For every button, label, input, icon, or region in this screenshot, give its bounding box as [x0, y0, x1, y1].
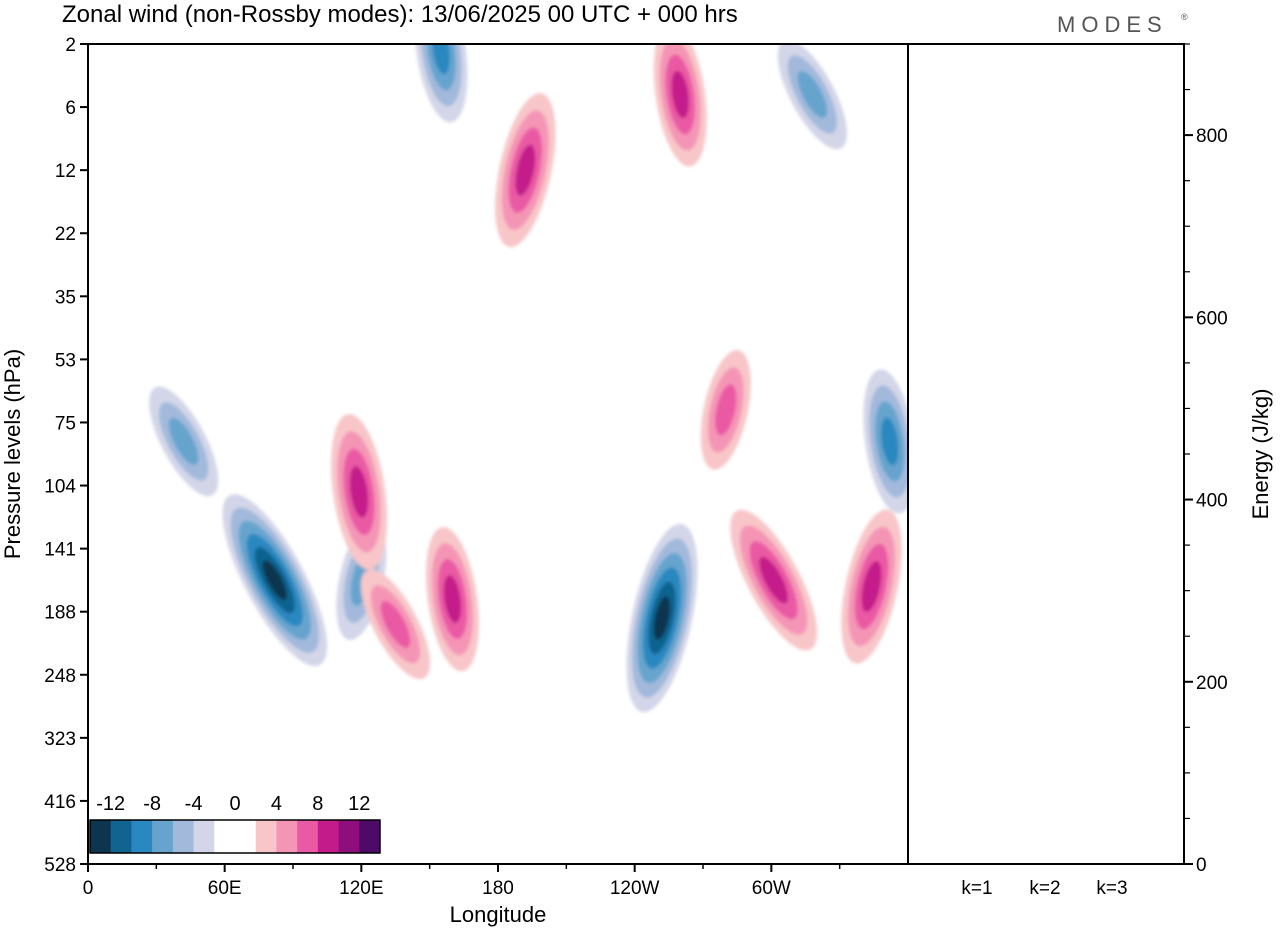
y-tick-label: 141 — [44, 540, 76, 561]
wind-feature-positive — [360, 569, 431, 680]
colorbar-swatch — [90, 820, 112, 853]
wind-feature-positive — [700, 350, 751, 470]
wind-feature-negative — [149, 386, 219, 497]
energy-tick-label: 600 — [1196, 308, 1228, 329]
energy-tick-label: 800 — [1196, 126, 1228, 147]
energy-tick-label: 0 — [1196, 855, 1207, 876]
wind-feature-positive — [730, 509, 818, 651]
y-tick-label: 12 — [55, 161, 76, 182]
energy-category-label: k=3 — [1096, 878, 1127, 899]
colorbar-swatch — [110, 820, 132, 853]
y-tick-label: 248 — [44, 666, 76, 687]
colorbar-swatch — [214, 820, 236, 853]
wind-feature-negative — [222, 494, 328, 667]
contour-level — [797, 70, 828, 118]
y-tick-label: 75 — [55, 413, 76, 434]
wind-feature-negative — [863, 369, 908, 514]
contour-level — [880, 417, 899, 466]
wind-feature-negative — [414, 44, 468, 123]
y-tick-label: 6 — [65, 98, 76, 119]
y-tick-label: 22 — [55, 224, 76, 245]
y-tick-label: 188 — [44, 603, 76, 624]
x-tick-label: 60W — [752, 878, 791, 899]
chart-title: Zonal wind (non-Rossby modes): 13/06/202… — [62, 1, 738, 28]
colorbar-swatch — [276, 820, 298, 853]
colorbar-swatch — [297, 820, 319, 853]
wind-feature-negative — [626, 523, 698, 713]
y-axis: 2 6 12 22 35 53 75 104 141 188 248 323 416 528 — [44, 35, 88, 876]
colorbar-swatch — [235, 820, 257, 853]
colorbar-label: 0 — [229, 793, 240, 815]
energy-axis-label: Energy (J/kg) — [1248, 389, 1273, 520]
energy-tick-label: 400 — [1196, 491, 1228, 512]
contour-level — [861, 560, 882, 613]
x-tick-label: 60E — [208, 878, 242, 899]
colorbar-frame — [89, 819, 381, 854]
contour-level — [380, 600, 411, 648]
y-tick-label: 416 — [44, 792, 76, 813]
colorbar-label: -8 — [143, 793, 161, 815]
y-tick-label: 35 — [55, 287, 76, 308]
y-axis-label: Pressure levels (hPa) — [0, 349, 25, 559]
colorbar-swatch — [152, 820, 174, 853]
y-tick-label: 323 — [44, 729, 76, 750]
wind-feature-positive — [495, 93, 556, 248]
colorbar-swatch — [317, 820, 340, 853]
energy-axis: 0 200 400 600 800 — [1184, 43, 1228, 876]
energy-tick-label: 200 — [1196, 673, 1228, 694]
wind-feature-positive — [841, 509, 902, 664]
energy-bar — [1090, 863, 1134, 865]
modes-logo: MODES — [1057, 12, 1168, 37]
colorbar-swatch — [131, 820, 153, 853]
colorbar-swatch — [172, 820, 195, 853]
x-axis: 0 60E 120E 180 120W 60W — [83, 864, 841, 899]
contour-level — [168, 417, 199, 465]
energy-frame — [907, 43, 1185, 865]
energy-category-label: k=2 — [1029, 878, 1060, 899]
colorbar-label: -4 — [185, 793, 203, 815]
y-tick-label: 2 — [65, 35, 76, 56]
contour-level — [443, 575, 462, 624]
y-tick-label: 528 — [44, 855, 76, 876]
wind-contours — [149, 44, 908, 713]
colorbar-swatch — [255, 820, 277, 853]
wind-feature-negative — [777, 44, 847, 150]
logo-registered-mark: ® — [1181, 12, 1188, 22]
wind-feature-positive — [426, 527, 479, 672]
x-tick-label: 120E — [339, 878, 383, 899]
colorbar-label: 4 — [271, 793, 282, 815]
y-tick-label: 53 — [55, 350, 76, 371]
energy-bar — [955, 863, 999, 865]
energy-category-label: k=1 — [961, 878, 992, 899]
contour-level — [653, 596, 671, 640]
contour-level — [515, 144, 536, 196]
colorbar-label: -12 — [96, 793, 125, 815]
contour-level — [715, 384, 737, 436]
contour-level — [349, 465, 369, 518]
colorbar-label: 8 — [312, 793, 323, 815]
colorbar-swatch — [359, 820, 381, 853]
contour-level — [671, 70, 690, 119]
energy-panel: k=1 k=2 k=3 0 200 400 600 800 Energy (J/kg) — [907, 43, 1273, 899]
colorbar-swatch — [193, 820, 215, 853]
heatmap-panel: 0 60E 120E 180 120W 60W 2 6 12 22 35 53 75 104 141 188… — [0, 35, 909, 927]
colorbar-label: 12 — [348, 793, 370, 815]
wind-feature-positive — [331, 414, 388, 570]
contour-level — [432, 44, 450, 75]
energy-bars: k=1 k=2 k=3 — [955, 863, 1134, 899]
colorbar-swatch — [338, 820, 360, 853]
y-tick-label: 104 — [44, 477, 76, 498]
energy-bar — [1023, 863, 1067, 865]
wind-feature-positive — [653, 44, 707, 167]
x-tick-label: 120W — [610, 878, 660, 899]
contour-level — [262, 560, 287, 600]
x-tick-label: 0 — [83, 878, 94, 899]
colorbar-legend: -12 -8 -4 0 4 8 12 — [89, 793, 381, 854]
x-axis-label: Longitude — [450, 902, 547, 927]
contour-level — [759, 556, 789, 604]
x-tick-label: 180 — [482, 878, 514, 899]
